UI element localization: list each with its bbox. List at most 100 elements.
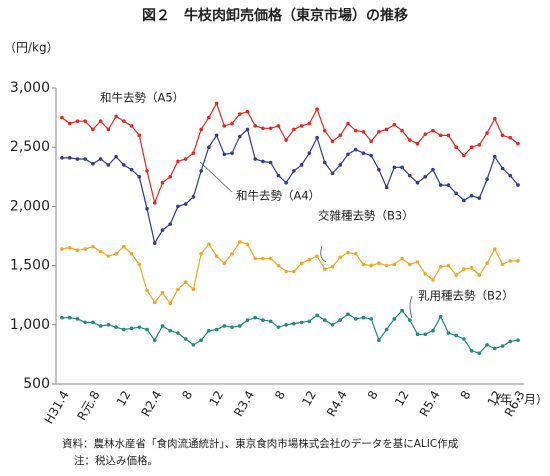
point <box>361 315 366 320</box>
point <box>191 195 196 199</box>
point <box>469 193 474 198</box>
point <box>145 169 149 173</box>
x-tick-label: R3.4 <box>231 388 257 419</box>
point <box>207 242 211 247</box>
point <box>176 159 180 164</box>
point <box>369 139 373 144</box>
point <box>168 175 173 179</box>
point <box>330 323 335 327</box>
point <box>122 119 126 123</box>
point <box>315 313 319 318</box>
x-tick-label: R元.8 <box>75 388 103 423</box>
point <box>222 324 227 328</box>
x-tick-label: 8 <box>179 388 195 402</box>
point <box>137 175 142 179</box>
point <box>500 166 505 171</box>
point <box>346 312 350 316</box>
point <box>237 134 242 139</box>
point <box>338 318 343 322</box>
point <box>493 116 497 121</box>
point <box>307 257 312 262</box>
point <box>315 254 319 258</box>
point <box>268 319 273 324</box>
point <box>423 175 428 179</box>
point <box>222 152 227 157</box>
point <box>152 201 157 205</box>
point <box>299 320 304 325</box>
point <box>230 121 234 126</box>
leader-a4 <box>199 161 233 193</box>
point <box>199 251 203 256</box>
point <box>353 317 358 321</box>
point <box>400 128 404 133</box>
point <box>469 266 474 270</box>
point <box>160 291 165 295</box>
point <box>168 328 173 333</box>
y-axis-label: （円/kg） <box>4 41 59 55</box>
point <box>160 228 165 232</box>
point <box>114 114 118 119</box>
point <box>245 318 250 322</box>
point <box>384 327 389 332</box>
point <box>361 262 366 267</box>
point <box>160 180 165 185</box>
point <box>292 321 296 326</box>
point <box>330 139 335 144</box>
point <box>438 264 443 269</box>
point <box>400 308 404 313</box>
point <box>214 254 219 258</box>
point <box>462 198 466 203</box>
point <box>493 154 497 159</box>
point <box>392 165 397 170</box>
point <box>145 288 149 293</box>
point <box>415 260 420 264</box>
point <box>307 151 312 155</box>
point <box>214 133 219 138</box>
point <box>83 119 87 123</box>
point <box>114 325 118 329</box>
point <box>508 135 513 140</box>
series-label: 和牛去勢（A4） <box>236 189 320 203</box>
point <box>168 222 173 226</box>
point <box>207 328 211 333</box>
point <box>222 124 227 128</box>
point <box>299 124 304 128</box>
point <box>67 156 72 160</box>
point <box>423 132 428 136</box>
point <box>346 121 350 126</box>
point <box>137 133 142 138</box>
point <box>98 249 103 254</box>
point <box>91 161 95 166</box>
point <box>477 351 482 356</box>
x-tick-label: 8 <box>458 388 474 402</box>
point <box>199 338 203 342</box>
point <box>369 317 373 321</box>
point <box>106 127 111 132</box>
y-tick-label: 1,500 <box>10 258 50 274</box>
point <box>369 153 373 158</box>
point <box>384 185 389 190</box>
point <box>377 261 381 266</box>
point <box>176 331 180 335</box>
point <box>292 169 296 173</box>
point <box>307 121 312 126</box>
point <box>392 262 397 267</box>
point <box>338 255 343 260</box>
point <box>477 196 482 200</box>
point <box>431 128 435 133</box>
point <box>106 163 111 167</box>
point <box>60 115 64 120</box>
point <box>129 251 134 256</box>
point <box>346 250 350 255</box>
point <box>454 191 458 196</box>
point <box>516 338 520 342</box>
point <box>183 280 188 284</box>
point <box>98 119 103 123</box>
point <box>253 256 258 261</box>
point <box>91 320 95 325</box>
point <box>261 256 265 261</box>
point <box>338 133 343 138</box>
point <box>423 332 428 337</box>
x-tick-label: 12 <box>114 388 134 408</box>
point <box>75 317 80 321</box>
